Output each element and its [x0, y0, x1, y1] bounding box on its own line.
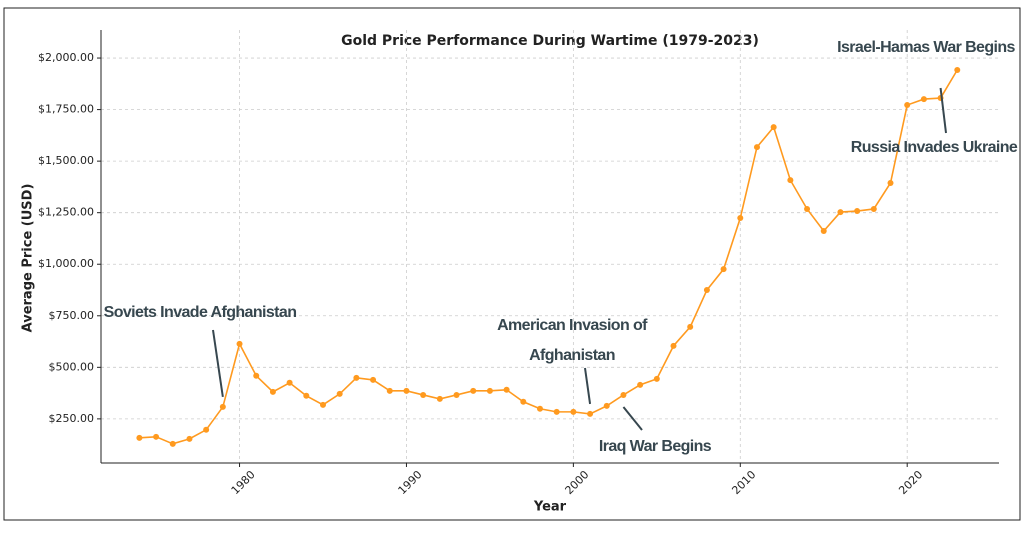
annotation-arrow	[212, 329, 224, 398]
data-point	[520, 398, 527, 405]
data-point	[503, 386, 510, 393]
data-point	[236, 340, 243, 347]
data-point	[253, 372, 260, 379]
data-point	[587, 410, 594, 417]
annotation-text: Afghanistan	[529, 347, 615, 364]
data-point	[720, 266, 727, 273]
data-point	[703, 287, 710, 294]
data-point	[353, 374, 360, 381]
annotation-arrow	[622, 406, 643, 431]
data-point	[787, 177, 794, 184]
data-point	[570, 408, 577, 415]
data-point	[553, 408, 560, 415]
data-point	[336, 390, 343, 397]
annotation-text: Iraq War Begins	[599, 438, 712, 455]
data-point	[219, 403, 226, 410]
y-tick-label: $2,000.00	[38, 51, 94, 64]
y-tick-label: $1,250.00	[38, 206, 94, 219]
price-line	[139, 69, 958, 445]
data-point	[854, 208, 861, 215]
data-point	[136, 434, 143, 441]
data-point	[319, 401, 326, 408]
data-point	[169, 440, 176, 447]
y-tick-label: $750.00	[49, 309, 95, 322]
frame	[3, 7, 1021, 521]
data-point	[286, 379, 293, 386]
y-tick-label: $1,750.00	[38, 103, 94, 116]
data-point	[804, 205, 811, 212]
data-point	[620, 391, 627, 398]
annotation-arrow	[584, 367, 592, 405]
chart-title: Gold Price Performance During Wartime (1…	[341, 33, 759, 49]
data-point	[486, 387, 493, 394]
data-point	[653, 375, 660, 382]
data-point	[370, 376, 377, 383]
x-tick-label: 2010	[729, 468, 758, 497]
data-point	[403, 387, 410, 394]
data-point	[820, 228, 827, 235]
data-point	[153, 433, 160, 440]
data-point	[670, 342, 677, 349]
y-axis-label: Average Price (USD)	[21, 184, 36, 333]
data-point	[637, 381, 644, 388]
data-point	[436, 395, 443, 402]
annotation-text: American Invasion of	[497, 317, 648, 334]
x-tick-label: 1980	[229, 468, 258, 497]
data-point	[837, 209, 844, 216]
data-point	[954, 67, 961, 74]
annotation-text: Russia Invades Ukraine	[851, 139, 1018, 156]
data-point	[470, 387, 477, 394]
y-tick-label: $1,500.00	[38, 154, 94, 167]
x-axis-label: Year	[533, 500, 567, 515]
x-tick-label: 1990	[396, 468, 425, 497]
y-tick-label: $500.00	[49, 360, 95, 373]
data-point	[269, 388, 276, 395]
data-point	[753, 144, 760, 151]
data-point	[887, 179, 894, 186]
data-point	[770, 124, 777, 131]
annotation-text: Soviets Invade Afghanistan	[104, 304, 297, 321]
x-tick-label: 2020	[896, 468, 925, 497]
data-point	[904, 102, 911, 109]
y-tick-label: $1,000.00	[38, 257, 94, 270]
data-point	[303, 392, 310, 399]
annotation-arrow	[939, 87, 947, 134]
annotation-text: Israel-Hamas War Begins	[837, 39, 1015, 56]
x-tick-label: 2000	[563, 468, 592, 497]
data-point	[603, 402, 610, 409]
data-point	[870, 205, 877, 212]
data-point	[386, 387, 393, 394]
data-point	[687, 323, 694, 330]
y-tick-label: $250.00	[49, 412, 95, 425]
data-point	[737, 215, 744, 222]
data-point	[453, 391, 460, 398]
data-point	[420, 391, 427, 398]
data-point	[536, 405, 543, 412]
data-point	[920, 96, 927, 103]
data-point	[203, 426, 210, 433]
data-point	[186, 435, 193, 442]
